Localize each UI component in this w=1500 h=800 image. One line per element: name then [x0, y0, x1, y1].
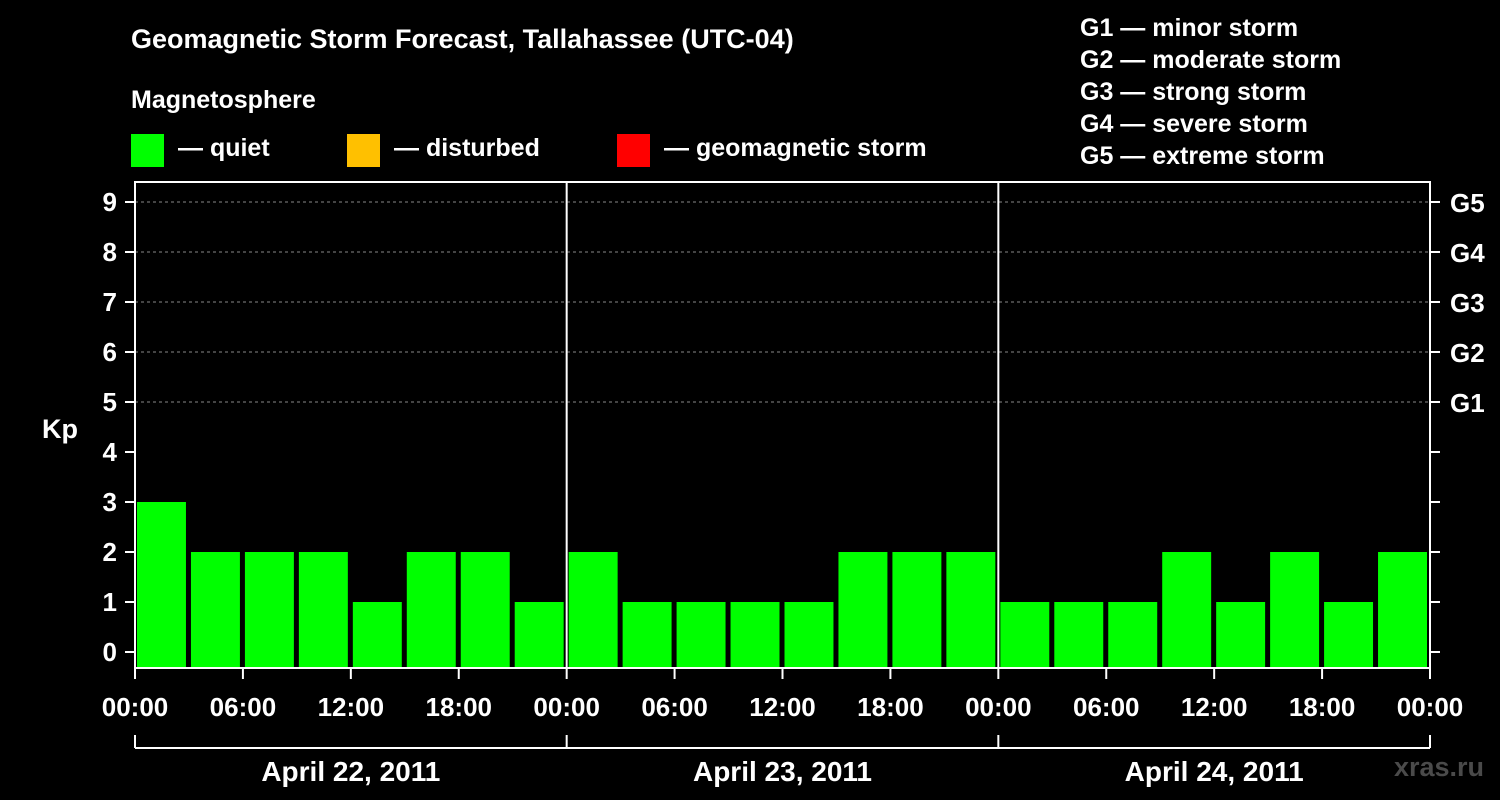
y-axis-label: Kp — [42, 414, 78, 444]
bar — [514, 602, 564, 668]
bar — [244, 552, 294, 668]
x-tick-label: 06:00 — [210, 692, 277, 722]
storm-level-label: G5 — [1450, 188, 1485, 218]
storm-scale-g3: G3 — strong storm — [1080, 78, 1307, 106]
bar — [352, 602, 402, 668]
bar — [1270, 552, 1320, 668]
bar — [1108, 602, 1158, 668]
x-tick-label: 12:00 — [1181, 692, 1248, 722]
bar — [1054, 602, 1104, 668]
x-tick-label: 18:00 — [857, 692, 924, 722]
y-tick-label: 0 — [103, 637, 117, 667]
date-label: April 23, 2011 — [693, 756, 872, 787]
storm-scale-g1: G1 — minor storm — [1080, 14, 1299, 42]
x-tick-label: 12:00 — [318, 692, 385, 722]
storm-scale-g5: G5 — extreme storm — [1080, 142, 1325, 170]
bar — [784, 602, 834, 668]
x-tick-label: 00:00 — [1397, 692, 1464, 722]
date-label: April 22, 2011 — [261, 756, 440, 787]
bar — [892, 552, 942, 668]
x-tick-label: 06:00 — [1073, 692, 1140, 722]
bar — [568, 552, 618, 668]
chart-title: Geomagnetic Storm Forecast, Tallahassee … — [131, 24, 794, 54]
x-tick-label: 00:00 — [102, 692, 169, 722]
y-tick-label: 1 — [103, 587, 117, 617]
legend-label-disturbed: — disturbed — [394, 134, 540, 162]
watermark: xras.ru — [1393, 752, 1484, 782]
storm-level-label: G2 — [1450, 338, 1485, 368]
x-tick-label: 00:00 — [533, 692, 600, 722]
legend-label-storm: — geomagnetic storm — [664, 134, 927, 162]
x-tick-label: 00:00 — [965, 692, 1032, 722]
legend-label-quiet: — quiet — [178, 134, 270, 162]
y-tick-label: 6 — [103, 337, 117, 367]
bar — [298, 552, 348, 668]
storm-scale-g4: G4 — severe storm — [1080, 110, 1308, 138]
y-tick-label: 9 — [103, 187, 117, 217]
bar — [406, 552, 456, 668]
legend-swatch-disturbed — [347, 134, 380, 167]
y-tick-label: 7 — [103, 287, 117, 317]
bar — [1378, 552, 1427, 668]
bar — [1216, 602, 1266, 668]
x-tick-label: 06:00 — [641, 692, 708, 722]
storm-scale-g2: G2 — moderate storm — [1080, 46, 1342, 74]
y-tick-label: 2 — [103, 537, 117, 567]
storm-level-label: G1 — [1450, 388, 1485, 418]
y-tick-label: 3 — [103, 487, 117, 517]
legend-swatch-storm — [617, 134, 650, 167]
bar — [460, 552, 510, 668]
y-tick-label: 8 — [103, 237, 117, 267]
legend-swatch-quiet — [131, 134, 164, 167]
x-tick-label: 18:00 — [426, 692, 493, 722]
bar — [946, 552, 996, 668]
legend-heading: Magnetosphere — [131, 86, 316, 114]
x-tick-label: 12:00 — [749, 692, 816, 722]
bar — [1000, 602, 1050, 668]
x-tick-label: 18:00 — [1289, 692, 1356, 722]
bar — [190, 552, 240, 668]
y-tick-label: 5 — [103, 387, 117, 417]
storm-level-label: G3 — [1450, 288, 1485, 318]
bar — [1162, 552, 1212, 668]
bar — [730, 602, 780, 668]
bar — [676, 602, 726, 668]
y-tick-label: 4 — [103, 437, 118, 467]
bar — [137, 502, 186, 668]
storm-level-label: G4 — [1450, 238, 1485, 268]
date-label: April 24, 2011 — [1125, 756, 1304, 787]
bar — [1324, 602, 1374, 668]
bar — [838, 552, 888, 668]
bar — [622, 602, 672, 668]
